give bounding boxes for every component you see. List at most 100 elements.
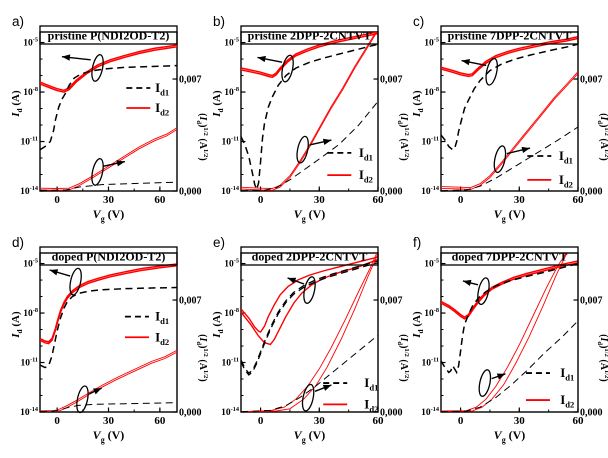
y-axis-right-label: (Id)1/2 (A1/2) [596,113,608,161]
indicator-ellipse [91,158,104,186]
y-axis-left-label: Id (A) [411,90,425,118]
y-left-tick-label: 10-11 [421,357,439,369]
x-axis-ticks: 0 30 60 [54,407,166,427]
panel-title-box [440,25,579,45]
curve-Id2-sqrt-rev [241,253,378,412]
y-left-tick-label: 10-11 [20,357,38,369]
indicator-arrow-head [257,55,266,63]
x-axis-label: Vg (V) [93,207,125,223]
legend-label-d2: Id2 [155,100,169,118]
curves [441,253,578,412]
curve-Id2-sqrt [241,32,378,191]
indicator-arrow-head [61,54,71,61]
legend-label-d2: Id2 [155,329,169,347]
curve-Id2-log-rev [241,258,378,346]
left_axis-indicator [287,276,316,304]
y-right-tick-label: 0,007 [179,296,202,307]
panel-a: a) 0 30 60 10-5 10-8 10-11 10-14 0,007 0,000 prist… [10,14,209,223]
y-left-tick-label: 10-11 [221,136,239,148]
x-tick-label: 60 [373,194,385,206]
x-tick-label: 0 [54,415,60,427]
curve-Id2-sqrt-rev [441,253,568,412]
curve-Id1-log [40,286,177,369]
curves [241,253,378,412]
legend-label-d2: Id2 [359,167,373,185]
indicator-ellipse [69,267,82,296]
y-axis-left-label: Id (A) [211,90,225,118]
curve-Id1-log [40,64,177,151]
x-tick-label: 30 [103,415,115,427]
y-right-tick-label: 0,000 [380,187,403,198]
x-tick-label: 0 [54,194,60,206]
curve-Id2-sqrt [241,32,377,189]
x-tick-label: 0 [258,194,264,206]
x-axis-label: Vg (V) [494,207,526,223]
curve-Id1-log [241,260,378,375]
legend-label-d1: Id1 [559,148,573,166]
y-left-tick-label: 10-8 [224,307,239,319]
y-right-tick-label: 0,007 [380,75,403,86]
panel-letter-b: b) [213,14,225,29]
y-axis-right-label: (Id)1/2 (A1/2) [396,334,410,382]
curve-Id1-log [241,43,378,191]
y-axis-left-label: Id (A) [411,311,425,339]
panel-title: doped 7DPP-2CNTVT [452,250,568,264]
right_axis-indicator [301,383,332,412]
indicator-ellipse [303,276,316,304]
indicator-arrow-head [287,277,297,284]
x-tick-label: 60 [373,415,385,427]
curve-Id1-sqrt [441,126,578,191]
x-axis-label: Vg (V) [494,428,526,444]
y-left-tick-label: 10-14 [221,185,240,197]
panel-title: doped 2DPP-2CNTVT [252,250,368,264]
y-right-ticks: 0,007 0,000 [172,296,202,419]
y-left-tick-label: 10-14 [221,406,240,418]
legend-label-d1: Id1 [155,80,169,98]
y-left-tick-label: 10-5 [23,258,38,270]
panel-e: e) 0 30 60 10-5 10-8 10-11 10-14 0,007 0,000 doped… [211,235,410,444]
panel-letter-f: f) [413,235,421,250]
curve-Id1-log [441,262,578,375]
x-tick-label: 30 [103,194,115,206]
y-axis-right-label: (Id)1/2 (A1/2) [396,113,410,161]
curve-Id2-sqrt-fwd [241,253,378,412]
right_axis-indicator [76,385,102,414]
y-left-tick-label: 10-5 [224,258,239,270]
y-left-tick-label: 10-8 [23,307,38,319]
panel-title-box [39,25,178,45]
left_axis-indicator [257,54,294,83]
right_axis-indicator [493,145,531,174]
legend-label-d1: Id1 [364,375,378,393]
indicator-ellipse [478,369,492,397]
curve-Id2-sqrt-fwd [441,253,567,412]
curve-Id2-log [241,32,378,77]
indicator-arrow-head [116,160,125,167]
curve-Id2-log-fwd [241,256,378,333]
panel-letter-c: c) [413,14,424,29]
y-right-tick-label: 0,007 [179,75,202,86]
y-right-tick-label: 0,000 [580,187,603,198]
legend-label-d2: Id2 [560,392,574,410]
panel-title: doped P(NDI2OD-T2) [52,250,166,264]
panel-f: f) 0 30 60 10-5 10-8 10-11 10-14 0,007 0,000 doped… [411,235,608,444]
x-tick-label: 60 [154,194,166,206]
panel-title-box [440,246,579,266]
y-axis-right-label: (Id)1/2 (A1/2) [195,113,209,161]
x-axis-label: Vg (V) [294,428,326,444]
legend-label-d2: Id2 [559,172,573,190]
curve-Id2-log [40,265,177,345]
y-left-tick-label: 10-5 [424,37,439,49]
indicator-arrow-head [521,146,531,154]
x-tick-label: 60 [573,415,585,427]
y-left-tick-label: 10-11 [421,136,439,148]
indicator-ellipse [296,135,309,164]
y-axis-left-label: Id (A) [211,311,225,339]
x-axis-label: Vg (V) [93,428,125,444]
curve-Id1-sqrt [40,402,177,412]
y-right-ticks: 0,007 0,000 [573,296,603,419]
